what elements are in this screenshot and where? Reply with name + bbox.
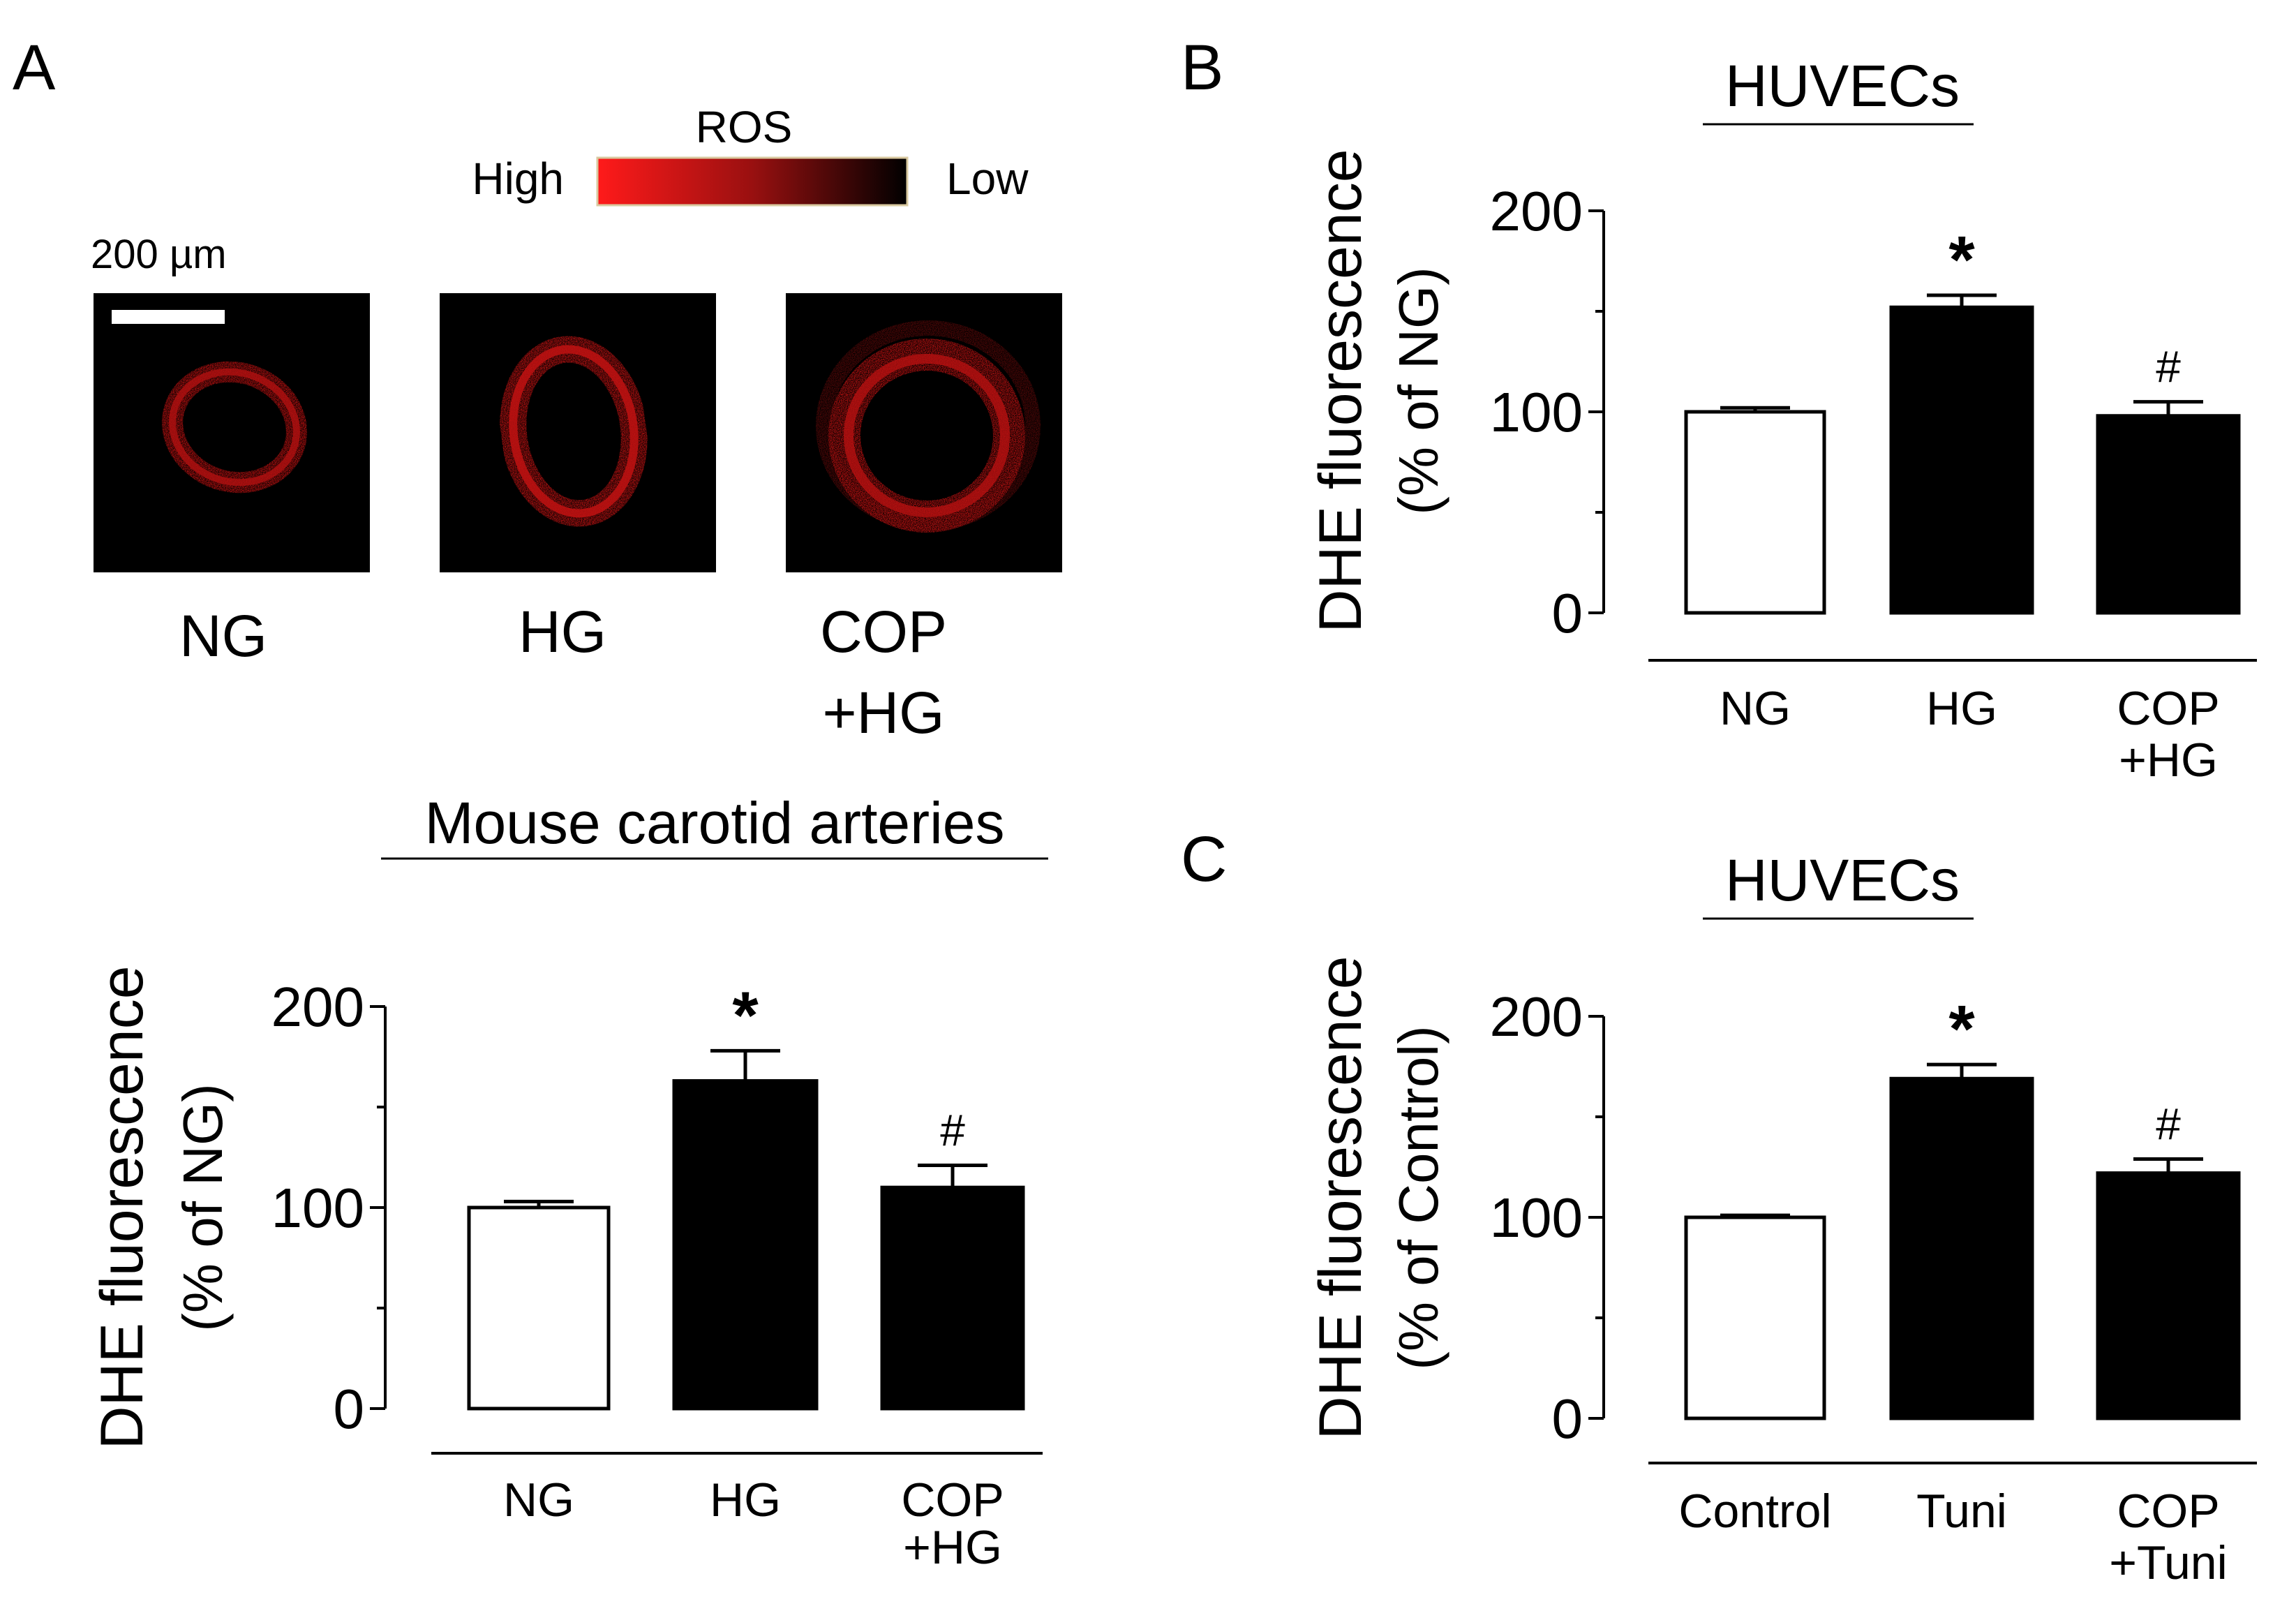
- panel-letter-a: A: [13, 32, 56, 103]
- bar-chart-mouse-carotid: Mouse carotid arteries DHE fluorescence (%…: [89, 790, 1048, 1574]
- x-category-label: NG: [503, 1473, 574, 1527]
- bar-chart-huvecs-tuni: HUVECs DHE fluorescence (% of Control) 0 100…: [1307, 847, 2257, 1589]
- bar: [1889, 1076, 2034, 1420]
- micrograph-label-cop-hg-line2: +HG: [822, 680, 944, 745]
- micrograph-ng-background: [94, 293, 370, 572]
- bar: [467, 1205, 611, 1411]
- bar: [2096, 1171, 2241, 1420]
- bar: [1889, 305, 2034, 615]
- micrograph-label-hg: HG: [519, 599, 606, 665]
- ros-legend: ROS High Low: [472, 102, 1029, 207]
- y-tick-label: 0: [1552, 1388, 1583, 1450]
- bar: [1684, 1215, 1826, 1420]
- ros-legend-high-label: High: [472, 154, 564, 204]
- y-axis-label-unit: (% of Control): [1387, 1025, 1449, 1369]
- significance-star: *: [1948, 992, 1975, 1067]
- y-tick-label: 100: [271, 1177, 364, 1239]
- micrograph-ng: [94, 293, 370, 572]
- y-tick-label: 100: [1490, 381, 1583, 443]
- micrograph-cop-hg: [786, 293, 1062, 572]
- x-category-label: HG: [1926, 682, 1997, 735]
- significance-star: *: [1948, 223, 1975, 297]
- significance-star: *: [732, 978, 759, 1053]
- y-axis-label-unit: (% of NG): [1387, 267, 1449, 515]
- scale-bar-label: 200 µm: [91, 232, 227, 277]
- significance-hash: #: [940, 1106, 965, 1156]
- significance-hash: #: [2156, 342, 2181, 392]
- x-category-label-line2: +HG: [903, 1521, 1002, 1574]
- artery-adventitia-cop-hg: [816, 320, 1041, 531]
- y-axis-label-unit: (% of NG): [172, 1083, 234, 1332]
- bar: [672, 1079, 819, 1411]
- micrograph-label-ng: NG: [179, 603, 267, 669]
- bar: [2096, 414, 2241, 615]
- ros-gradient-bar: [596, 156, 909, 207]
- y-axis-label: DHE fluorescence: [89, 965, 156, 1449]
- significance-hash: #: [2156, 1099, 2181, 1149]
- x-category-label: COP: [2117, 1485, 2219, 1538]
- artery-ring-hg-inner: [509, 345, 639, 518]
- micrograph-hg-background: [440, 293, 716, 572]
- y-axis-label: DHE fluorescence: [1307, 149, 1374, 632]
- micrograph-label-cop-hg-line1: COP: [820, 599, 947, 665]
- bar: [880, 1185, 1025, 1411]
- x-category-label: NG: [1720, 682, 1791, 735]
- y-tick-label: 0: [334, 1378, 365, 1440]
- bar: [1684, 410, 1826, 615]
- y-tick-label: 200: [1490, 180, 1583, 242]
- y-axis-label: DHE fluorescence: [1307, 956, 1374, 1439]
- ros-legend-low-label: Low: [946, 154, 1029, 204]
- panel-letter-b: B: [1181, 32, 1223, 103]
- y-tick-label: 100: [1490, 1187, 1583, 1249]
- x-category-label-line2: +Tuni: [2109, 1536, 2227, 1589]
- x-category-label-line2: +HG: [2119, 734, 2218, 787]
- chart-title: HUVECs: [1725, 53, 1960, 119]
- y-tick-label: 200: [1490, 986, 1583, 1048]
- micrograph-hg: [440, 293, 716, 572]
- x-category-label: COP: [901, 1473, 1004, 1527]
- panel-letter-c: C: [1181, 824, 1227, 895]
- y-tick-label: 0: [1552, 582, 1583, 644]
- chart-title: Mouse carotid arteries: [424, 790, 1004, 856]
- x-category-label: Tuni: [1916, 1485, 2007, 1538]
- y-tick-label: 200: [271, 976, 364, 1038]
- artery-ring-cop-hg-inner: [844, 354, 1010, 517]
- scale-bar: [112, 310, 225, 324]
- x-category-label: COP: [2117, 682, 2219, 735]
- artery-ring-ng-inner: [169, 368, 300, 487]
- bar-chart-huvecs-hg: HUVECs DHE fluorescence (% of NG) 0 100 200 NG…: [1307, 53, 2257, 787]
- x-category-label: HG: [710, 1473, 781, 1527]
- chart-title: HUVECs: [1725, 847, 1960, 913]
- x-category-label: Control: [1678, 1485, 1831, 1538]
- ros-legend-title: ROS: [696, 102, 793, 152]
